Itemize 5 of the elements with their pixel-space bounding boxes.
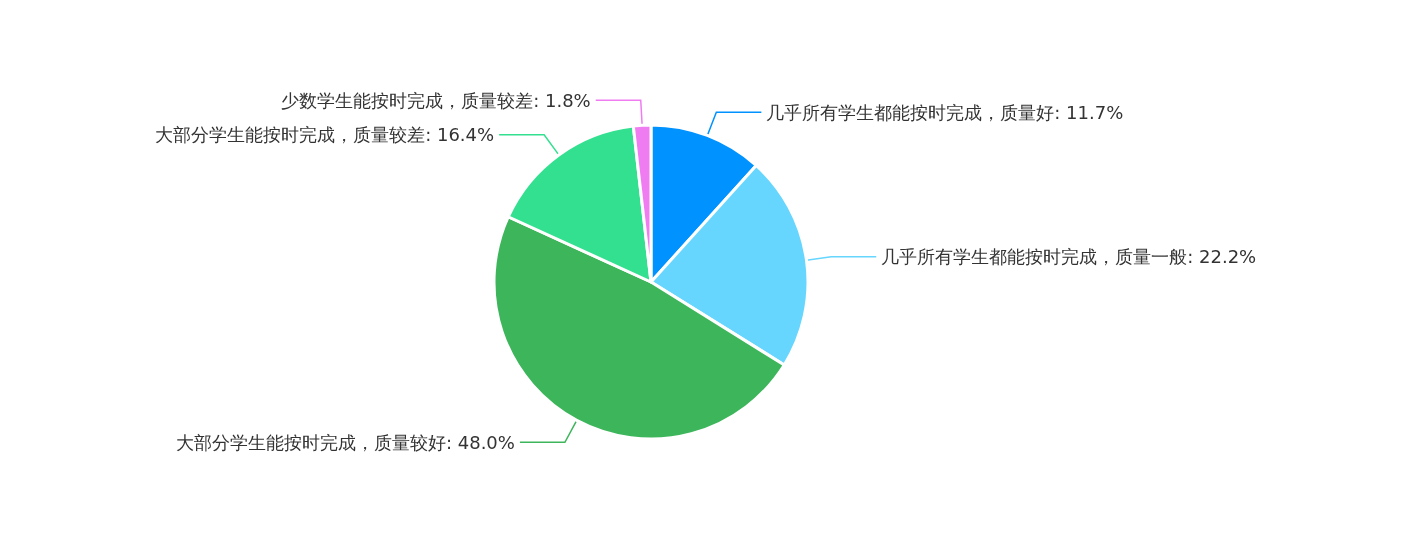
slice-label: 大部分学生能按时完成，质量较差: 16.4% [155, 124, 495, 146]
slice-label: 几乎所有学生都能按时完成，质量好: 11.7% [766, 101, 1124, 123]
slice-label: 少数学生能按时完成，质量较差: 1.8% [281, 89, 591, 111]
slice-label: 大部分学生能按时完成，质量较好: 48.0% [175, 431, 515, 453]
slice-label: 几乎所有学生都能按时完成，质量一般: 22.2% [881, 246, 1257, 268]
